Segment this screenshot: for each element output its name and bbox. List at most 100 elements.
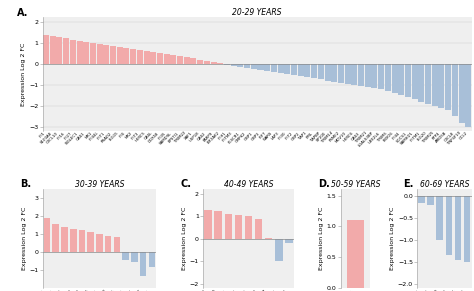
- Title: 30-39 YEARS: 30-39 YEARS: [75, 180, 124, 189]
- Bar: [298, 64, 304, 76]
- Bar: [445, 64, 451, 110]
- Bar: [291, 64, 297, 75]
- Bar: [140, 252, 146, 276]
- Bar: [265, 238, 273, 239]
- Bar: [150, 52, 156, 64]
- Bar: [345, 64, 351, 84]
- Bar: [285, 239, 292, 243]
- Bar: [96, 234, 103, 252]
- Bar: [231, 64, 237, 66]
- Bar: [217, 63, 223, 64]
- Bar: [87, 233, 94, 252]
- Bar: [385, 64, 391, 91]
- Bar: [418, 196, 425, 203]
- Bar: [43, 35, 49, 64]
- Bar: [110, 46, 116, 64]
- Bar: [114, 237, 120, 252]
- Bar: [164, 54, 170, 64]
- Bar: [191, 58, 197, 64]
- Bar: [97, 44, 103, 64]
- Bar: [304, 64, 310, 77]
- Bar: [398, 64, 404, 95]
- Text: D.: D.: [319, 180, 330, 189]
- Bar: [428, 196, 434, 205]
- Bar: [358, 64, 364, 86]
- Bar: [452, 64, 458, 116]
- Bar: [419, 64, 424, 102]
- Bar: [365, 64, 371, 87]
- Text: A.: A.: [17, 8, 28, 18]
- Bar: [61, 227, 68, 252]
- Bar: [425, 64, 431, 104]
- Bar: [347, 220, 364, 288]
- Bar: [79, 230, 85, 252]
- Bar: [56, 38, 63, 64]
- Bar: [251, 64, 257, 69]
- Bar: [157, 53, 163, 64]
- Bar: [204, 210, 212, 239]
- Bar: [464, 196, 471, 262]
- Bar: [338, 64, 344, 83]
- Bar: [144, 51, 150, 64]
- Bar: [432, 64, 438, 106]
- Bar: [331, 64, 337, 81]
- Bar: [244, 64, 250, 68]
- Title: 50-59 YEARS: 50-59 YEARS: [331, 180, 380, 189]
- Bar: [105, 236, 111, 252]
- Bar: [83, 42, 89, 64]
- Bar: [392, 64, 398, 93]
- Bar: [76, 40, 82, 64]
- Y-axis label: Expression Log 2 FC: Expression Log 2 FC: [182, 207, 187, 270]
- Bar: [255, 219, 262, 239]
- Bar: [351, 64, 357, 85]
- Bar: [437, 196, 443, 240]
- Bar: [123, 48, 129, 64]
- Bar: [438, 64, 445, 108]
- Text: B.: B.: [20, 180, 31, 189]
- Bar: [210, 62, 217, 64]
- Bar: [130, 49, 136, 64]
- Bar: [177, 56, 183, 64]
- Bar: [275, 239, 283, 261]
- Bar: [318, 64, 324, 79]
- Bar: [103, 45, 109, 64]
- Bar: [197, 60, 203, 64]
- Bar: [284, 64, 290, 74]
- Bar: [458, 64, 465, 123]
- Bar: [70, 229, 76, 252]
- Bar: [311, 64, 317, 79]
- Bar: [372, 64, 377, 88]
- Bar: [53, 224, 59, 252]
- Text: E.: E.: [403, 180, 414, 189]
- Bar: [271, 64, 277, 72]
- Bar: [264, 64, 270, 71]
- Bar: [117, 47, 123, 64]
- Bar: [378, 64, 384, 89]
- Title: 60-69 YEARS: 60-69 YEARS: [419, 180, 469, 189]
- Bar: [237, 64, 244, 67]
- Bar: [90, 43, 96, 64]
- Bar: [137, 50, 143, 64]
- Bar: [446, 196, 452, 255]
- Bar: [63, 38, 69, 64]
- Bar: [245, 216, 252, 239]
- Bar: [184, 57, 190, 64]
- Bar: [235, 215, 242, 239]
- Bar: [465, 64, 471, 127]
- Bar: [225, 214, 232, 239]
- Bar: [411, 64, 418, 100]
- Title: 40-49 YEARS: 40-49 YEARS: [224, 180, 273, 189]
- Y-axis label: Expression Log 2 FC: Expression Log 2 FC: [319, 207, 324, 270]
- Bar: [170, 55, 176, 64]
- Y-axis label: Expression Log 2 FC: Expression Log 2 FC: [21, 42, 27, 106]
- Bar: [257, 64, 264, 70]
- Bar: [131, 252, 137, 262]
- Y-axis label: Expression Log 2 FC: Expression Log 2 FC: [22, 207, 27, 270]
- Bar: [44, 218, 50, 252]
- Bar: [405, 64, 411, 97]
- Title: 20-29 YEARS: 20-29 YEARS: [232, 8, 282, 17]
- Bar: [148, 252, 155, 267]
- Bar: [325, 64, 330, 81]
- Bar: [204, 61, 210, 64]
- Bar: [70, 40, 76, 64]
